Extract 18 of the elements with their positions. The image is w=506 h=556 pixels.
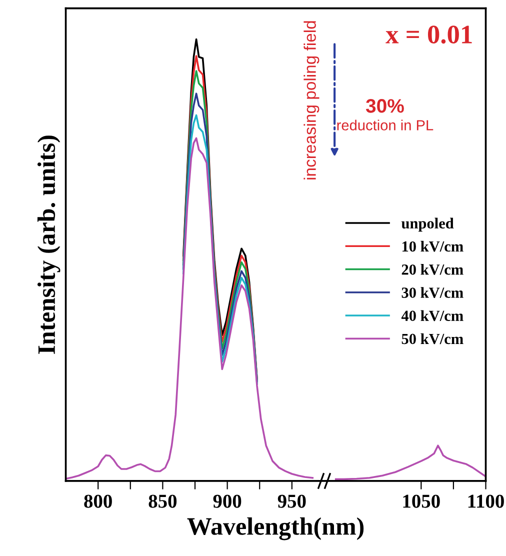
legend-label: unpoled <box>401 218 454 232</box>
x-axis-title: Wavelength(nm) <box>187 517 364 540</box>
legend-label: 20 kV/cm <box>402 264 464 275</box>
annotation: increasing poling field <box>304 21 320 180</box>
legend-label: 40 kV/cm <box>401 310 464 322</box>
legend-label: 50 kV/cm <box>402 333 464 344</box>
annotation: x = 0.01 <box>386 26 472 44</box>
x-tick-label: 900 <box>213 494 242 508</box>
x-tick-label: 950 <box>278 494 306 508</box>
annotation: reduction in PL <box>337 120 434 130</box>
x-tick-label: 800 <box>84 494 112 508</box>
annotation: 30% <box>366 99 404 113</box>
y-axis-title: Intensity (arb. units) <box>37 136 60 354</box>
legend-label: 30 kV/cm <box>402 287 464 298</box>
x-tick-label: 850 <box>148 494 177 508</box>
x-tick-label: 1050 <box>403 494 440 508</box>
legend-label: 10 kV/cm <box>402 240 464 252</box>
x-tick-label: 1100 <box>468 494 504 508</box>
